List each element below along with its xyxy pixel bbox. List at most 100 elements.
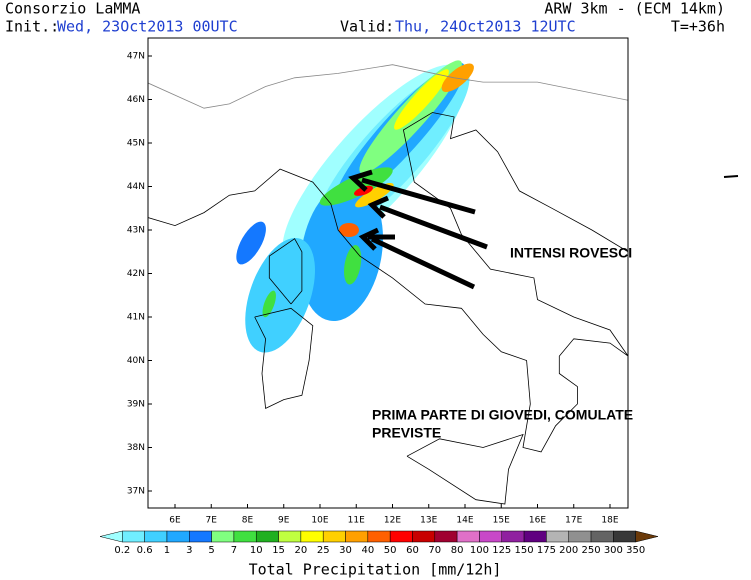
- colorbar-end: [635, 530, 659, 543]
- lon-label: 11E: [348, 516, 365, 526]
- colorbar-box: [211, 530, 235, 543]
- colorbar-box: [501, 530, 525, 543]
- arrow: [361, 177, 476, 215]
- coastline: [406, 433, 524, 505]
- arrow-head: [348, 169, 373, 192]
- arrow: [370, 236, 476, 290]
- lat-label: 44N: [127, 182, 145, 192]
- precip-area: [319, 167, 393, 206]
- arrows: [348, 169, 488, 290]
- lon-label: 12E: [384, 516, 401, 526]
- colorbar-level: 350: [626, 545, 645, 556]
- lon-label: 10E: [311, 516, 328, 526]
- colorbar-level: 15: [272, 545, 285, 556]
- colorbar-level: 125: [492, 545, 511, 556]
- colorbar-level: 175: [537, 545, 556, 556]
- lon-label: 7E: [206, 516, 218, 526]
- colorbar-box: [255, 530, 279, 543]
- colorbar-level: 300: [604, 545, 623, 556]
- colorbar-level: 100: [470, 545, 489, 556]
- colorbar-box: [122, 530, 145, 543]
- time-step: T=+36h: [671, 18, 725, 36]
- coastline: [268, 238, 303, 305]
- colorbar-box: [189, 530, 212, 543]
- precip-area: [339, 223, 359, 237]
- colorbar-level: 60: [406, 545, 419, 556]
- precip-area: [300, 182, 383, 322]
- colorbar-label: Total Precipitation [mm/12h]: [249, 561, 502, 579]
- border: [148, 64, 628, 109]
- colorbar-level: 20: [295, 545, 308, 556]
- colorbar-box: [278, 530, 302, 543]
- title-right: ARW 3km - (ECM 14km): [544, 0, 725, 18]
- lon-label: 13E: [420, 516, 437, 526]
- colorbar-box: [456, 530, 480, 543]
- colorbar-level: 7: [231, 545, 237, 556]
- lat-label: 40N: [127, 356, 145, 366]
- lat-label: 45N: [127, 139, 145, 149]
- arrow: [379, 204, 488, 250]
- valid-value: Thu, 24Oct2013 12UTC: [395, 18, 576, 36]
- precip-area: [355, 183, 394, 208]
- title-left: Consorzio LaMMA: [5, 0, 140, 18]
- colorbar-box: [590, 530, 614, 543]
- annotation: PRIMA PARTE DI GIOVEDI, COMULATE: [372, 407, 633, 423]
- colorbar-level: 80: [451, 545, 464, 556]
- colorbar-box: [345, 530, 369, 543]
- colorbar-box: [233, 530, 257, 543]
- colorbar-box: [613, 530, 636, 543]
- precip-area: [262, 290, 276, 318]
- colorbar-level: 200: [559, 545, 578, 556]
- lon-label: 14E: [456, 516, 473, 526]
- precip-area: [394, 69, 449, 130]
- colorbar-box: [389, 530, 413, 543]
- colorbar-box: [367, 530, 391, 543]
- lon-label: 8E: [242, 516, 254, 526]
- colorbar-level: 3: [186, 545, 192, 556]
- init-label: Init.:: [5, 18, 59, 36]
- colorbar-box: [300, 530, 324, 543]
- precip-area: [441, 63, 474, 92]
- colorbar-box: [412, 530, 436, 543]
- lat-label: 38N: [127, 443, 145, 453]
- lon-label: 9E: [278, 516, 290, 526]
- colorbar-box: [523, 530, 547, 543]
- colorbar-box: [568, 530, 592, 543]
- lon-label: 16E: [529, 516, 546, 526]
- colorbar-level: 25: [317, 545, 330, 556]
- arrow-head: [367, 195, 390, 219]
- colorbar-box: [322, 530, 346, 543]
- colorbar-level: 1: [164, 545, 170, 556]
- colorbar-level: 0.2: [114, 545, 130, 556]
- colorbar-level: 150: [515, 545, 534, 556]
- arrow-head: [358, 227, 380, 251]
- coastline: [148, 112, 628, 453]
- lon-label: 6E: [169, 516, 181, 526]
- colorbar-level: 40: [361, 545, 374, 556]
- precip-area: [245, 237, 315, 353]
- colorbar-box: [479, 530, 503, 543]
- valid-label: Valid:: [340, 18, 394, 36]
- colorbar-end: [99, 530, 123, 543]
- colorbar-box: [166, 530, 190, 543]
- lat-label: 37N: [127, 487, 145, 497]
- lon-label: 15E: [493, 516, 510, 526]
- colorbar-level: 0.6: [137, 545, 153, 556]
- lat-label: 42N: [127, 269, 145, 279]
- colorbar-level: 5: [208, 545, 214, 556]
- lon-label: 18E: [601, 516, 618, 526]
- lat-label: 39N: [127, 400, 145, 410]
- colorbar-box: [144, 530, 168, 543]
- mark: [723, 175, 739, 178]
- coastline: [254, 307, 314, 410]
- init-value: Wed, 23Oct2013 00UTC: [57, 18, 238, 36]
- lon-label: 17E: [565, 516, 582, 526]
- colorbar-level: 30: [339, 545, 352, 556]
- colorbar-level: 50: [384, 545, 397, 556]
- annotation: PREVISTE: [372, 425, 441, 441]
- colorbar-level: 70: [428, 545, 441, 556]
- lat-label: 43N: [127, 226, 145, 236]
- precip-area: [236, 221, 266, 265]
- map: [148, 60, 628, 505]
